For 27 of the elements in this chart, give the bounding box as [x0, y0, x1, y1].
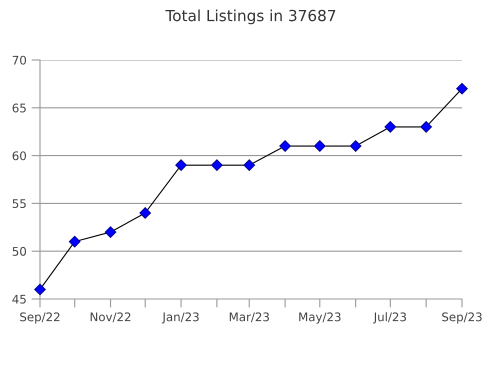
y-tick-label: 60 — [12, 151, 26, 160]
point — [243, 159, 256, 171]
x-tick-label: Nov/22 — [90, 312, 130, 322]
point — [279, 140, 291, 152]
point — [384, 121, 396, 133]
x-tick-label: Sep/23 — [442, 312, 482, 324]
x-tick-label: May/23 — [299, 312, 341, 324]
point — [175, 159, 187, 171]
x-tick-label: Mar/23 — [230, 312, 269, 322]
point — [68, 236, 81, 248]
x-tick-label: Sep/22 — [20, 312, 60, 324]
y-tick-label: 45 — [12, 294, 26, 304]
y-tick-label: 65 — [12, 104, 26, 112]
x-tick-label: Jan/23 — [162, 312, 199, 324]
point — [420, 121, 432, 133]
y-tick-label: 70 — [12, 56, 26, 65]
x-tick-label: Jul/23 — [373, 312, 406, 324]
point — [456, 82, 468, 94]
point — [314, 140, 326, 152]
y-tick-label: 55 — [12, 199, 26, 208]
point — [139, 207, 152, 219]
point — [350, 140, 362, 152]
y-tick-label: 50 — [12, 246, 26, 256]
chart-title: Total Listings in 37687 — [165, 10, 336, 24]
point — [211, 159, 223, 171]
point — [34, 284, 46, 296]
point — [104, 226, 116, 238]
